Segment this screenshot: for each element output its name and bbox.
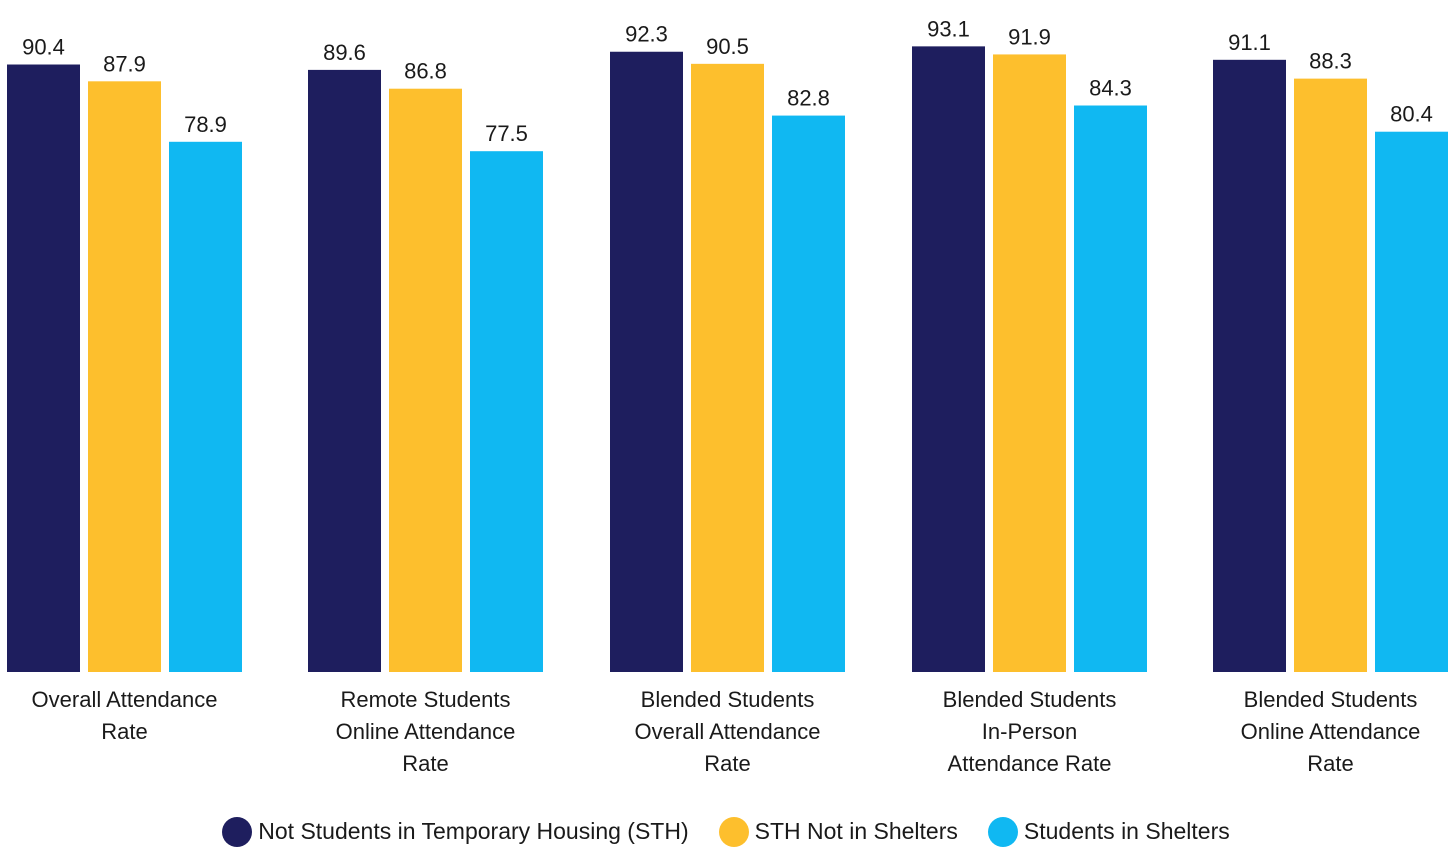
data-label-3-3: 82.8 — [787, 86, 830, 111]
data-label-2-3: 90.5 — [706, 34, 749, 59]
legend-label: Students in Shelters — [1023, 818, 1230, 844]
bar-1-3 — [610, 51, 683, 672]
category-label-4: Blended Students In-Person Attendance Rate — [905, 684, 1155, 780]
legend-item-2: STH Not in Shelters — [718, 816, 958, 847]
category-label-2: Remote Students Online Attendance Rate — [301, 684, 551, 780]
data-label-2-5: 88.3 — [1309, 49, 1352, 74]
category-label-5: Blended Students Online Attendance Rate — [1206, 684, 1452, 780]
bar-1-5 — [1213, 59, 1286, 673]
category-label-line: Overall Attendance — [31, 687, 218, 712]
legend-item-3: Students in Shelters — [987, 816, 1230, 847]
data-label-2-2: 86.8 — [404, 59, 447, 84]
data-label-3-1: 78.9 — [184, 112, 227, 137]
bar-3-5 — [1375, 131, 1448, 672]
category-label-line: Online Attendance — [1240, 719, 1421, 744]
bar-2-1 — [88, 81, 161, 672]
bar-3-4 — [1074, 105, 1147, 672]
category-label-line: Rate — [704, 751, 751, 776]
data-label-1-1: 90.4 — [22, 35, 65, 60]
category-label-line: Online Attendance — [335, 719, 516, 744]
data-label-3-4: 84.3 — [1089, 76, 1132, 101]
bar-1-2 — [308, 69, 381, 672]
data-label-1-4: 93.1 — [927, 16, 970, 41]
bar-1-1 — [7, 64, 80, 672]
category-label-line: Rate — [402, 751, 449, 776]
category-label-line: Blended Students — [640, 687, 815, 712]
bar-3-3 — [772, 115, 845, 673]
bar-2-4 — [993, 54, 1066, 672]
data-label-1-5: 91.1 — [1228, 30, 1271, 55]
bar-3-2 — [470, 151, 543, 672]
legend-label: Not Students in Temporary Housing (STH) — [258, 818, 689, 844]
data-label-1-3: 92.3 — [625, 22, 668, 47]
category-label-1: Overall Attendance Rate — [0, 684, 250, 748]
category-label-line: In-Person — [981, 719, 1078, 744]
data-label-1-2: 89.6 — [323, 40, 366, 65]
bar-2-3 — [691, 63, 764, 672]
bar-2-5 — [1294, 78, 1367, 672]
bar-2-2 — [389, 88, 462, 673]
category-label-line: Overall Attendance — [634, 719, 821, 744]
legend-swatch-icon — [222, 816, 253, 847]
data-label-3-5: 80.4 — [1390, 102, 1433, 127]
bar-1-4 — [912, 46, 985, 673]
category-label-line: Attendance Rate — [947, 751, 1112, 776]
legend-swatch-icon — [987, 816, 1018, 847]
bar-3-1 — [169, 141, 242, 673]
category-label-3: Blended Students Overall Attendance Rate — [603, 684, 853, 780]
legend-item-1: Not Students in Temporary Housing (STH) — [222, 816, 689, 847]
category-label-line: Blended Students — [1243, 687, 1418, 712]
bar-chart: 90.4 89.6 92.3 93.1 91.1 87.9 86.8 90.5 91.9 88.3… — [7, 16, 1448, 673]
legend-label: STH Not in Shelters — [754, 818, 958, 844]
data-label-2-1: 87.9 — [103, 51, 146, 76]
legend: Not Students in Temporary Housing (STH) S… — [0, 816, 1452, 847]
category-label-line: Rate — [1307, 751, 1354, 776]
category-label-line: Rate — [101, 719, 148, 744]
data-label-2-4: 91.9 — [1008, 24, 1051, 49]
category-label-line: Blended Students — [942, 687, 1117, 712]
category-label-line: Remote Students — [340, 687, 511, 712]
legend-swatch-icon — [718, 816, 749, 847]
data-label-3-2: 77.5 — [485, 121, 528, 146]
